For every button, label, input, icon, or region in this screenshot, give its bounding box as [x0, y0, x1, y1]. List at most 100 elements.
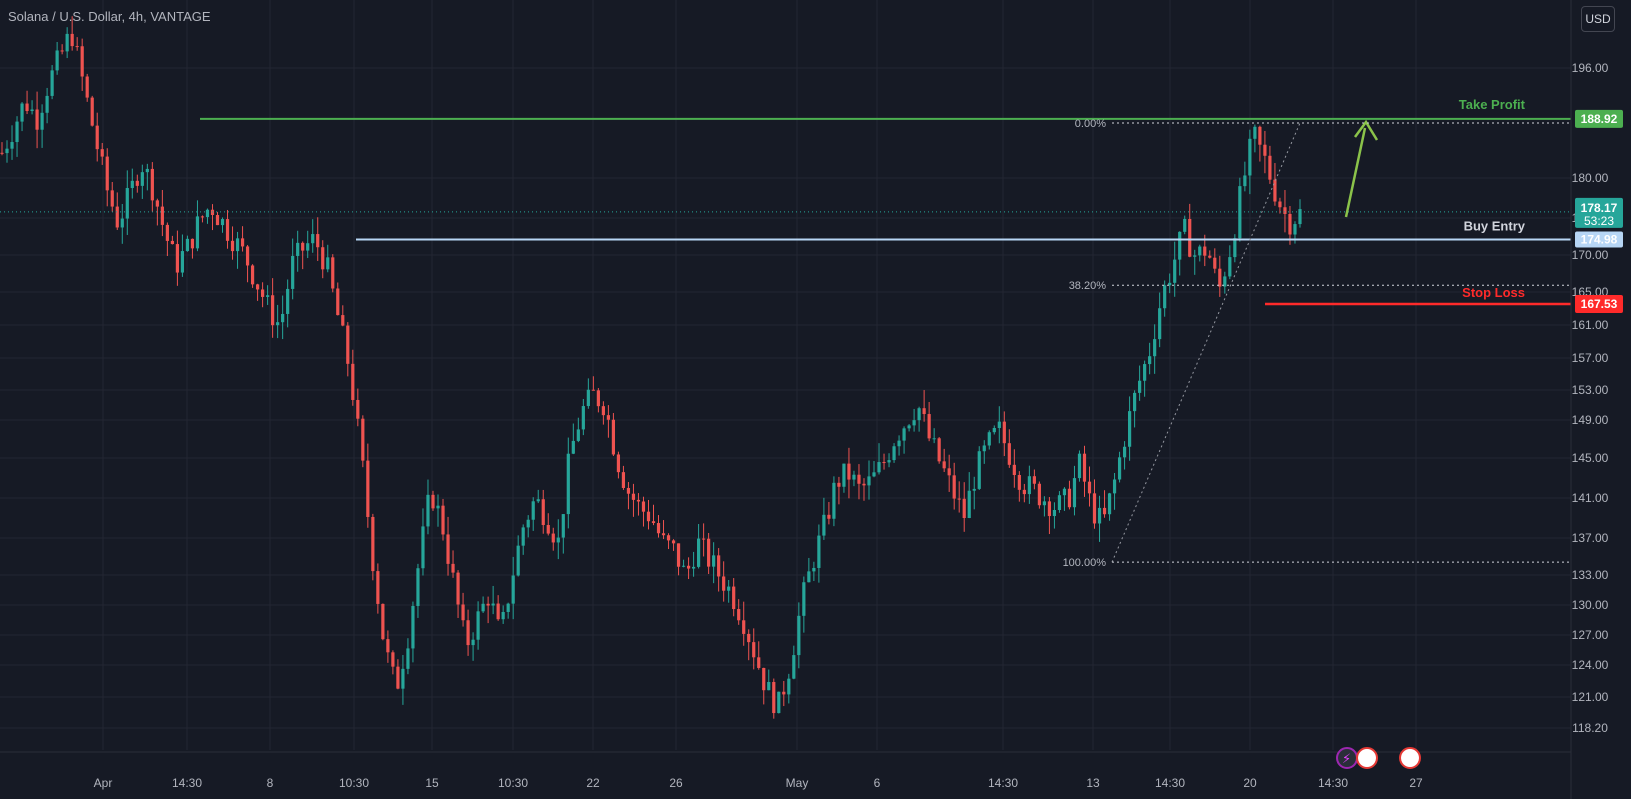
candle-body: [586, 389, 590, 407]
candle-body: [1067, 488, 1072, 508]
x-tick-label: May: [786, 776, 809, 790]
currency-button[interactable]: USD: [1581, 6, 1615, 32]
candle-body: [1042, 501, 1046, 506]
candle-body: [1107, 493, 1112, 515]
candle-body: [802, 582, 806, 616]
event-icons[interactable]: ⚡: [1336, 747, 1421, 769]
candle-body: [1017, 475, 1021, 490]
candle-body: [1188, 218, 1192, 257]
candle-body: [887, 460, 891, 463]
candle-body: [155, 200, 159, 207]
candle-body: [220, 219, 225, 226]
candle-body: [1072, 478, 1077, 508]
candle-body: [276, 322, 280, 326]
candlesticks: [0, 16, 1302, 719]
candle-body: [15, 121, 19, 143]
candle-body: [1002, 421, 1006, 444]
candle-body: [937, 438, 941, 462]
candle-body: [1288, 213, 1292, 235]
time-axis[interactable]: Apr 14:30 8 10:30 15 10:30 22 26 May 6 14:30 13 14:3…: [0, 751, 1571, 790]
candle-body: [1298, 209, 1302, 225]
take-profit-price-tag-bg: [1575, 109, 1623, 128]
candle-body: [837, 482, 841, 487]
candle-body: [1133, 392, 1137, 412]
x-tick-label: 14:30: [988, 776, 1018, 790]
candle-body: [130, 180, 134, 189]
candle-body: [551, 533, 555, 543]
candle-body: [1253, 126, 1257, 139]
candle-body: [115, 206, 119, 228]
candle-body: [281, 313, 285, 323]
candle-body: [842, 463, 846, 487]
x-tick-label: 8: [267, 776, 274, 790]
candle-body: [291, 255, 295, 289]
candle-body: [140, 172, 144, 186]
candle-body: [987, 432, 991, 446]
candle-body: [255, 284, 260, 290]
candle-body: [1208, 255, 1212, 258]
candle-body: [411, 605, 415, 649]
candle-body: [356, 399, 360, 419]
symbol-title[interactable]: Solana / U.S. Dollar, 4h, VANTAGE: [8, 9, 211, 24]
candle-body: [1087, 481, 1092, 494]
candle-body: [852, 474, 856, 480]
candle-body: [165, 224, 169, 241]
candle-body: [441, 505, 445, 535]
candle-body: [727, 586, 731, 591]
us-flag-event-icon[interactable]: [1356, 747, 1378, 769]
candle-body: [50, 70, 54, 96]
candle-body: [30, 109, 34, 112]
candle-body: [1213, 257, 1217, 269]
candle-body: [35, 109, 39, 130]
lightning-glyph-icon: ⚡: [1342, 752, 1351, 767]
candle-body: [1203, 246, 1207, 256]
candle-body: [90, 97, 94, 126]
candle-body: [561, 514, 565, 538]
candle-body: [401, 668, 405, 689]
candle-body: [326, 257, 330, 270]
candle-body: [506, 603, 510, 612]
candle-body: [446, 534, 450, 564]
candle-body: [972, 488, 976, 491]
candle-body: [787, 678, 791, 695]
y-tick-label: 170.00: [1572, 248, 1609, 262]
candle-body: [947, 468, 951, 476]
candle-body: [772, 682, 776, 714]
candle-body: [85, 76, 89, 98]
candle-body: [877, 462, 881, 473]
candle-body: [531, 501, 535, 520]
candle-body: [606, 415, 610, 420]
candle-body: [1117, 457, 1122, 480]
candle-body: [371, 516, 375, 572]
candle-body: [331, 257, 335, 289]
price-axis[interactable]: 196.00180.00175.00170.00165.00161.00157.…: [1570, 0, 1609, 799]
x-tick-label: 10:30: [498, 776, 528, 790]
candle-body: [596, 390, 600, 407]
candle-body: [1193, 255, 1197, 257]
candle-body: [511, 575, 515, 604]
candle-body: [661, 533, 666, 536]
us-flag-event-icon[interactable]: [1399, 747, 1421, 769]
x-tick-label: 26: [669, 776, 683, 790]
candle-body: [702, 538, 706, 540]
candle-body: [436, 505, 440, 509]
candle-body: [892, 446, 896, 461]
candle-body: [471, 639, 475, 646]
candle-body: [656, 523, 661, 534]
candle-body: [1037, 483, 1041, 506]
fib-level-label: 100.00%: [1063, 557, 1107, 569]
buy-entry-price-tag-bg: [1575, 231, 1623, 248]
candle-body: [426, 494, 430, 527]
candle-body: [1293, 224, 1297, 235]
candle-body: [621, 472, 626, 488]
candle-body: [135, 180, 139, 186]
candle-body: [516, 545, 520, 576]
candle-body: [1077, 453, 1082, 479]
candle-body: [60, 50, 64, 52]
candle-body: [722, 576, 726, 591]
candle-body: [1198, 246, 1202, 256]
x-tick-label: 6: [874, 776, 881, 790]
y-tick-label: 137.00: [1572, 531, 1609, 545]
